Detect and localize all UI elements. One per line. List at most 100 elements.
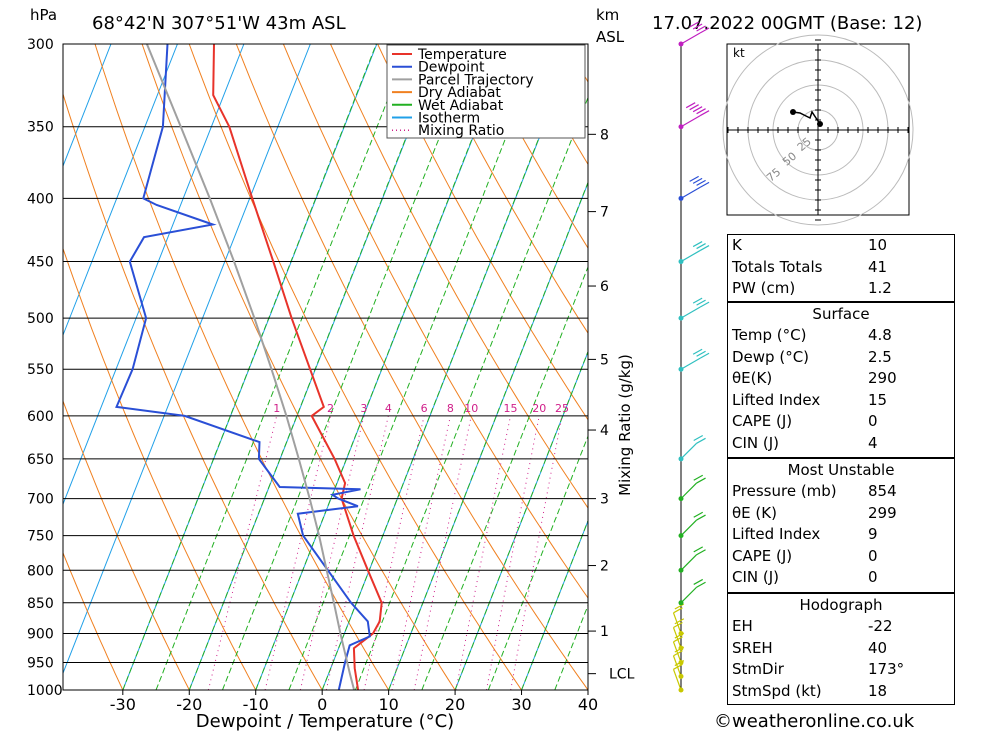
- wind-barb-flag: [692, 106, 703, 113]
- plot-frame: [62, 43, 589, 691]
- dry-adiabat-line: [424, 44, 588, 335]
- dry-adiabat-line: [63, 551, 124, 690]
- wet-adiabat-line: [354, 96, 588, 690]
- index-value: 1.2: [868, 279, 892, 298]
- mixing-ratio-label: 10: [464, 402, 478, 415]
- pressure-tick-label: 850: [27, 596, 54, 612]
- pressure-tick-label: 500: [27, 311, 54, 327]
- wet-adiabat-line: [321, 44, 577, 690]
- wind-barb-staff: [672, 669, 682, 691]
- surface-row: Temp (°C) 4.8: [728, 325, 954, 347]
- surface-row: CIN (J) 4: [728, 433, 954, 455]
- hodo-value: 173°: [868, 660, 905, 679]
- dry-adiabat-line: [330, 44, 588, 509]
- km-tick-label: 2: [600, 559, 609, 575]
- wind-barb-flag: [674, 618, 685, 625]
- wind-barb-flag: [699, 181, 710, 188]
- wet-adiabat-line: [188, 44, 444, 690]
- wind-barb-flag: [692, 297, 703, 304]
- km-tick-label: 5: [600, 352, 609, 368]
- surface-label: Temp (°C): [732, 326, 807, 344]
- wind-barb-flag: [696, 437, 706, 444]
- wind-barb-flag: [696, 108, 706, 115]
- wind-barb-flag: [696, 477, 706, 484]
- indices-panel: K 10 Totals Totals 41 PW (cm) 1.2: [727, 234, 955, 302]
- mixing-ratio-axis-title: Mixing Ratio (g/kg): [616, 354, 634, 496]
- km-tick-label: 3: [600, 492, 609, 508]
- hodo-row: SREH 40: [728, 638, 954, 660]
- mu-label: Pressure (mb): [732, 482, 837, 500]
- temperature-tick-label: 20: [445, 695, 465, 714]
- isotherm-line: [63, 44, 245, 506]
- km-tick-label: 6: [600, 279, 609, 295]
- hodo-row: StmSpd (kt) 18: [728, 681, 954, 703]
- temperature-tick-label: -10: [243, 695, 269, 714]
- pressure-tick-label: 650: [27, 452, 54, 468]
- wind-barb-staff: [680, 186, 701, 199]
- location-title: 68°42'N 307°51'W 43m ASL: [92, 13, 346, 34]
- index-label: PW (cm): [732, 279, 796, 298]
- parcel-trajectory-line: [145, 44, 356, 690]
- wind-profile: [672, 21, 710, 693]
- legend-label: Dewpoint: [418, 60, 485, 76]
- wind-barb-flag: [699, 245, 710, 252]
- surface-label: θE(K): [732, 369, 773, 388]
- hodograph-ring: [722, 34, 914, 226]
- km-tick-label: 1: [600, 624, 609, 640]
- hodo-label: SREH: [732, 638, 773, 657]
- mixing-ratio-line: [455, 415, 511, 690]
- legend-label: Wet Adiabat: [418, 98, 504, 114]
- mixing-ratio-label: 20: [532, 402, 546, 415]
- wind-barb-flag: [696, 514, 706, 521]
- dry-adiabat-line: [141, 44, 456, 690]
- isotherm-line: [63, 44, 112, 168]
- wet-adiabat-line: [255, 44, 510, 690]
- pressure-tick-label: 1000: [27, 683, 63, 699]
- hodo-value: 18: [868, 681, 888, 700]
- surface-value: 4.8: [868, 326, 892, 344]
- wind-barb-staff: [672, 612, 682, 634]
- x-axis-title: Dewpoint / Temperature (°C): [196, 711, 454, 732]
- wind-barb-flag: [696, 581, 706, 588]
- profile-lines: 1 2 3 4 6 8 10 15 20 25: [115, 44, 569, 690]
- wind-barb-flag: [692, 177, 703, 184]
- mixing-ratio-label: 2: [327, 402, 334, 415]
- wind-barb-staff: [680, 586, 697, 604]
- mixing-ratio-label: 4: [385, 402, 392, 415]
- dewpoint-line: [115, 44, 371, 690]
- wind-barb-flag: [692, 23, 703, 30]
- wind-barb-flag: [696, 299, 706, 306]
- pressure-tick-label: 750: [27, 529, 54, 545]
- mu-label: Lifted Index: [732, 525, 821, 544]
- dry-adiabat-line: [377, 44, 588, 421]
- wind-barb-staff: [672, 655, 682, 677]
- pressure-tick-label: 550: [27, 362, 54, 378]
- wind-barb-flag: [689, 21, 699, 28]
- surface-label: CIN (J): [732, 433, 780, 452]
- legend-label: Mixing Ratio: [418, 123, 504, 139]
- wind-barb-flag: [693, 546, 704, 553]
- mu-row: θE (K) 299: [728, 503, 954, 525]
- pressure-tick-label: 400: [27, 191, 54, 207]
- wet-adiabat-line: [122, 44, 377, 690]
- wind-barb-staff: [672, 641, 682, 663]
- index-value: 10: [868, 236, 888, 254]
- mu-value: 9: [868, 525, 878, 544]
- surface-value: 2.5: [868, 347, 892, 366]
- wind-station-dot: [678, 124, 684, 130]
- surface-value: 15: [868, 390, 888, 409]
- mixing-ratio-label: 8: [447, 402, 454, 415]
- hodo-row: EH -22: [728, 616, 954, 638]
- hodo-value: -22: [868, 617, 893, 635]
- wind-barb-flag: [689, 175, 699, 182]
- wind-barb-staff: [680, 115, 701, 128]
- wind-barb-staff: [672, 627, 682, 649]
- mixing-ratio-line: [325, 415, 389, 690]
- wind-barb-flag: [696, 243, 706, 250]
- plot-border: [62, 43, 589, 691]
- temperature-tick-label: 0: [317, 695, 327, 714]
- mixing-ratio-label: 25: [555, 402, 569, 415]
- hodograph-panel: Hodograph EH -22 SREH 40 StmDir 173° StmSpd…: [727, 593, 955, 705]
- mu-row: CAPE (J) 0: [728, 546, 954, 568]
